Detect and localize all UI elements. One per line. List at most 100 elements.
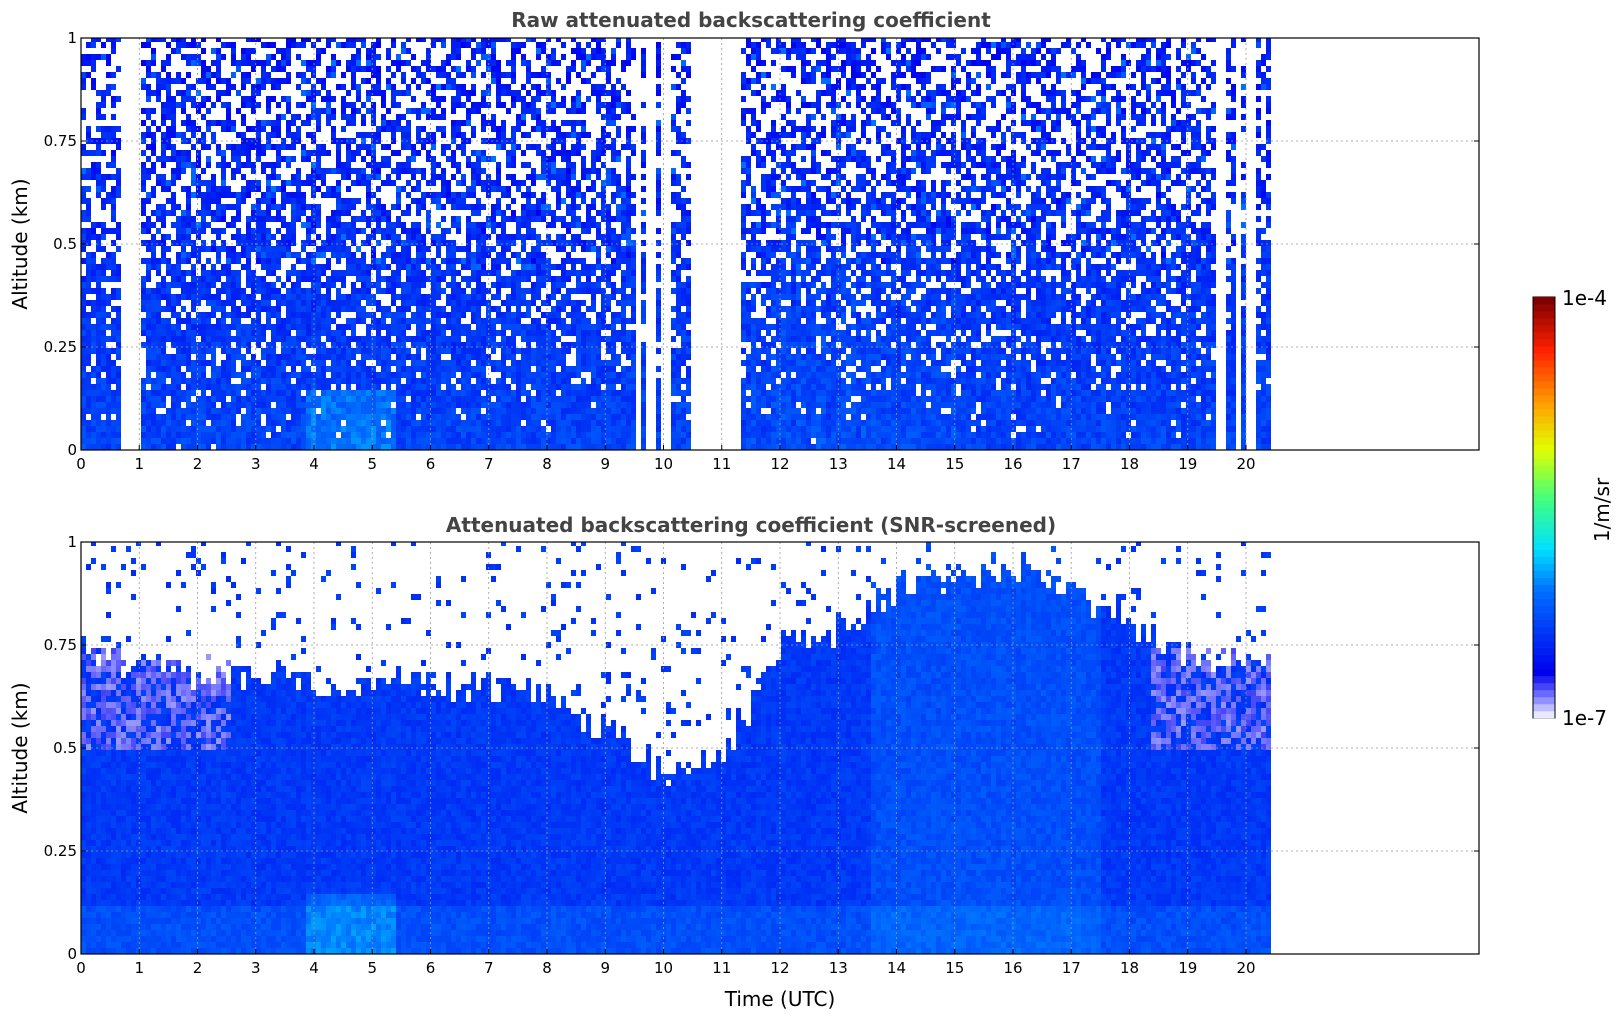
heat-cell [516, 126, 521, 132]
heat-cell [541, 342, 546, 348]
heat-cell [86, 444, 91, 450]
heat-cell [206, 396, 211, 402]
heat-cell [366, 408, 371, 414]
heat-cell [396, 378, 401, 384]
heat-cell [491, 60, 496, 66]
heat-cell [541, 216, 546, 222]
heat-cell [246, 126, 251, 132]
heat-cell [141, 324, 146, 330]
heat-cell [456, 444, 461, 450]
heat-cell [551, 144, 556, 150]
heat-cell [281, 198, 286, 204]
heat-cell [351, 138, 356, 144]
heat-cell [146, 90, 151, 96]
heat-cell [546, 84, 551, 90]
heat-cell [306, 390, 311, 396]
heat-cell [311, 162, 316, 168]
heat-cell [156, 354, 161, 360]
heat-cell [231, 438, 236, 444]
heat-cell [161, 234, 166, 240]
heat-cell [481, 348, 486, 354]
heat-cell [361, 102, 366, 108]
heat-cell [606, 180, 611, 186]
heat-cell [311, 270, 316, 276]
heat-cell [216, 66, 221, 72]
heat-cell [546, 354, 551, 360]
heat-cell [111, 258, 116, 264]
heat-cell [396, 102, 401, 108]
heat-cell [431, 96, 436, 102]
heat-cell [271, 306, 276, 312]
heat-cell [506, 318, 511, 324]
heat-cell [601, 210, 606, 216]
heat-cell [416, 384, 421, 390]
heat-cell [291, 348, 296, 354]
heat-cell [571, 426, 576, 432]
heat-cell [611, 420, 616, 426]
heat-cell [101, 42, 106, 48]
heat-cell [611, 264, 616, 270]
heat-cell [336, 294, 341, 300]
heat-cell [181, 96, 186, 102]
heat-cell [461, 150, 466, 156]
heat-cell [481, 120, 486, 126]
heat-cell [91, 312, 96, 318]
heat-cell [401, 426, 406, 432]
heat-cell [286, 228, 291, 234]
heat-cell [336, 348, 341, 354]
heat-cell [271, 390, 276, 396]
heat-cell [286, 300, 291, 306]
heat-cell [276, 300, 281, 306]
heat-cell [586, 366, 591, 372]
heat-cell [406, 192, 411, 198]
heat-cell [566, 444, 571, 450]
heat-cell [176, 156, 181, 162]
heat-cell [456, 38, 461, 42]
heat-cell [391, 414, 396, 420]
heat-cell [416, 336, 421, 342]
heat-cell [231, 48, 236, 54]
heat-cell [276, 432, 281, 438]
heat-cell [321, 330, 326, 336]
heat-cell [506, 204, 511, 210]
heat-cell [266, 366, 271, 372]
heat-cell [376, 396, 381, 402]
heat-cell [231, 300, 236, 306]
heat-cell [506, 150, 511, 156]
heat-cell [306, 294, 311, 300]
heat-cell [416, 300, 421, 306]
heat-cell [481, 264, 486, 270]
heat-cell [466, 306, 471, 312]
heat-cell [196, 78, 201, 84]
heat-cell [266, 300, 271, 306]
heat-cell [206, 222, 211, 228]
heat-cell [221, 330, 226, 336]
heat-cell [376, 354, 381, 360]
heat-cell [196, 180, 201, 186]
heat-cell [221, 348, 226, 354]
heat-cell [356, 84, 361, 90]
heat-cell [206, 282, 211, 288]
heat-cell [391, 378, 396, 384]
heat-cell [426, 216, 431, 222]
heat-cell [86, 150, 91, 156]
heat-cell [236, 240, 241, 246]
heat-cell [456, 144, 461, 150]
heat-cell [401, 288, 406, 294]
heat-cell [286, 354, 291, 360]
heat-cell [576, 102, 581, 108]
heat-cell [271, 426, 276, 432]
heat-cell [446, 78, 451, 84]
heat-cell [521, 114, 526, 120]
heat-cell [571, 432, 576, 438]
heat-cell [491, 330, 496, 336]
heat-cell [241, 294, 246, 300]
heat-cell [141, 288, 146, 294]
heat-cell [181, 186, 186, 192]
heat-cell [486, 378, 491, 384]
heat-cell [361, 210, 366, 216]
heat-cell [146, 174, 151, 180]
heat-cell [246, 138, 251, 144]
heat-cell [346, 318, 351, 324]
heat-cell [431, 234, 436, 240]
